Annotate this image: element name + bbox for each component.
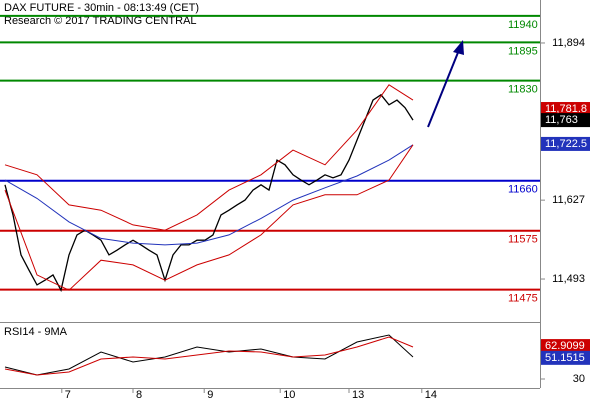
rsi-title: RSI14 - 9MA xyxy=(4,326,68,338)
rsi-tag-label: 51.1515 xyxy=(545,352,585,364)
rsi-line xyxy=(4,334,414,376)
rsi-line xyxy=(4,336,414,376)
price-tag xyxy=(541,113,590,128)
y-tick-label: 11,493 xyxy=(552,273,585,285)
level-label: 11475 xyxy=(508,293,538,305)
rsi-tag xyxy=(541,339,590,354)
x-tick-label: 10 xyxy=(283,389,295,400)
level-label: 11940 xyxy=(508,19,538,31)
x-tick-label: 9 xyxy=(207,389,213,400)
indicator-line xyxy=(4,144,414,291)
price-tag-label: 11,763 xyxy=(545,114,578,126)
level-label: 11660 xyxy=(508,184,538,196)
indicator-line xyxy=(4,144,414,246)
rsi-tick-label: 30 xyxy=(573,373,585,385)
chart-title: DAX FUTURE - 30min - 08:13:49 (CET) xyxy=(4,2,199,14)
rsi-tag xyxy=(541,350,590,365)
level-label: 11575 xyxy=(508,234,538,246)
forecast-arrow xyxy=(427,40,464,128)
level-label: 11830 xyxy=(508,84,538,96)
price-tag-label: 11,781.8 xyxy=(545,103,587,115)
rsi-tag-label: 62.9099 xyxy=(545,340,585,352)
x-tick-label: 13 xyxy=(352,389,364,400)
level-label: 11895 xyxy=(508,45,538,57)
indicator-line xyxy=(4,84,414,231)
y-tick-label: 11,627 xyxy=(552,194,585,206)
price-tag xyxy=(541,102,590,117)
price-line xyxy=(4,93,414,293)
x-tick-label: 7 xyxy=(65,389,71,400)
price-tag xyxy=(541,136,590,151)
y-tick-label: 11,894 xyxy=(552,37,585,49)
x-tick-label: 8 xyxy=(136,389,142,400)
chart-subtitle: Research © 2017 TRADING CENTRAL xyxy=(4,15,197,27)
x-tick-label: 14 xyxy=(425,389,437,400)
price-tag-label: 11,722.5 xyxy=(545,138,587,150)
